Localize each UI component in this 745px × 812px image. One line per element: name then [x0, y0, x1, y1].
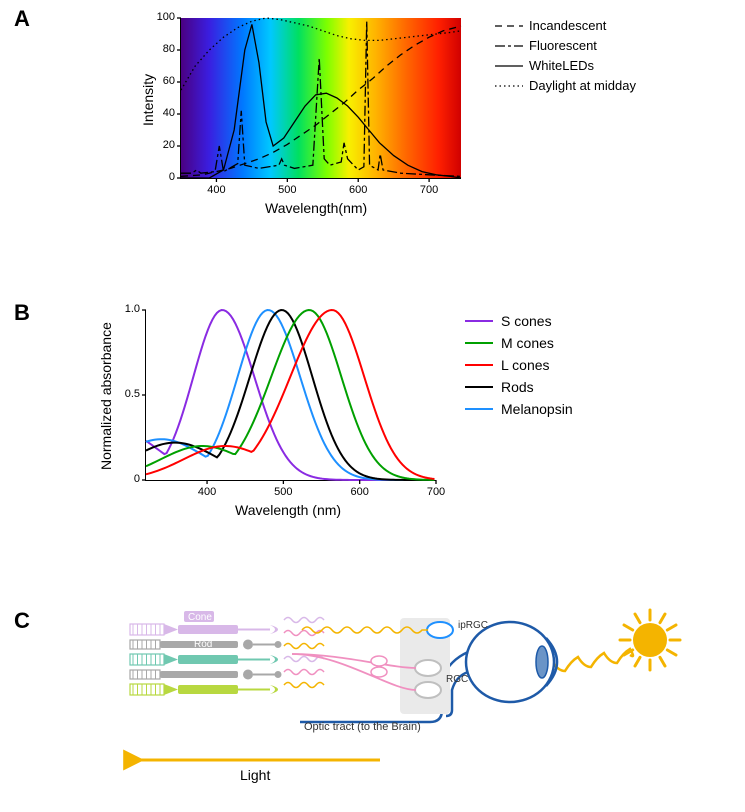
chart-a-xlabel: Wavelength(nm): [265, 200, 367, 216]
chart-b-xtick: 600: [350, 486, 368, 498]
legend-item: Rods: [465, 376, 573, 398]
legend-item: Melanopsin: [465, 398, 573, 420]
panel-c: ipRGCRGCOptic tract (to the Brain)ConeCo…: [90, 590, 690, 790]
legend-swatch: [495, 79, 523, 93]
chart-b-xtick: 700: [427, 486, 445, 498]
sun-icon: [620, 610, 680, 670]
panel-b: 00.51.0400500600700 Normalized absorbanc…: [80, 300, 450, 520]
legend-swatch: [465, 364, 493, 366]
legend-swatch: [495, 39, 523, 53]
legend-item: Daylight at midday: [495, 76, 636, 96]
legend-label: Incandescent: [529, 16, 606, 36]
series-s-cones: [146, 310, 434, 480]
figure-root: A 020406080100400500600700 Intensity Wave…: [0, 0, 745, 812]
legend-item: WhiteLEDs: [495, 56, 636, 76]
panel-b-label: B: [14, 300, 30, 326]
legend-label: M cones: [501, 332, 554, 354]
chart-b-ytick: 0.5: [110, 388, 140, 400]
chart-b-xtick: 400: [198, 486, 216, 498]
legend-swatch: [465, 320, 493, 322]
series-daylight-at-midday: [181, 18, 461, 90]
panel-a: 020406080100400500600700 Intensity Wavele…: [120, 8, 480, 218]
svg-text:RGC: RGC: [446, 674, 468, 685]
series-melanopsin: [146, 310, 434, 480]
chart-a-ytick: 100: [147, 11, 175, 23]
chart-b-ytick: 0: [110, 473, 140, 485]
chart-a-xtick: 600: [349, 184, 367, 196]
chart-a-ytick: 20: [147, 139, 175, 151]
legend-label: Rods: [501, 376, 534, 398]
chart-b-legend: S conesM conesL conesRodsMelanopsin: [465, 310, 573, 420]
photoreceptor-array: ConeConeRod: [130, 611, 282, 695]
legend-label: WhiteLEDs: [529, 56, 594, 76]
legend-swatch: [465, 386, 493, 388]
legend-item: M cones: [465, 332, 573, 354]
chart-a-xtick: 700: [420, 184, 438, 196]
chart-b-ylabel: Normalized absorbance: [98, 322, 114, 470]
chart-a-lines: [181, 18, 461, 178]
panel-c-diagram: ipRGCRGCOptic tract (to the Brain)ConeCo…: [90, 590, 690, 790]
legend-swatch: [495, 59, 523, 73]
legend-label: Daylight at midday: [529, 76, 636, 96]
series-rods: [146, 310, 434, 480]
chart-b-xtick: 500: [274, 486, 292, 498]
svg-text:Cone: Cone: [188, 612, 212, 623]
chart-b-ytick: 1.0: [110, 303, 140, 315]
legend-item: Fluorescent: [495, 36, 636, 56]
legend-swatch: [465, 342, 493, 344]
chart-a-plot: 020406080100400500600700: [180, 18, 461, 179]
series-fluorescent: [181, 21, 461, 176]
optic-tract-label: Optic tract (to the Brain): [304, 721, 421, 733]
legend-label: S cones: [501, 310, 552, 332]
chart-a-xtick: 400: [207, 184, 225, 196]
panel-c-label: C: [14, 608, 30, 634]
panel-a-label: A: [14, 6, 30, 32]
svg-text:Rod: Rod: [194, 639, 212, 650]
legend-item: S cones: [465, 310, 573, 332]
legend-swatch: [465, 408, 493, 410]
chart-a-xtick: 500: [278, 184, 296, 196]
chart-b-xlabel: Wavelength (nm): [235, 502, 341, 518]
legend-item: Incandescent: [495, 16, 636, 36]
svg-text:ipRGC: ipRGC: [458, 620, 488, 631]
legend-swatch: [495, 19, 523, 33]
legend-label: Fluorescent: [529, 36, 597, 56]
chart-b-plot: 00.51.0400500600700: [145, 310, 436, 481]
chart-a-ytick: 80: [147, 43, 175, 55]
chart-a-ytick: 0: [147, 171, 175, 183]
legend-label: L cones: [501, 354, 550, 376]
chart-a-legend: IncandescentFluorescentWhiteLEDsDaylight…: [495, 16, 636, 96]
chart-b-lines: [146, 310, 436, 480]
chart-a-ylabel: Intensity: [140, 74, 156, 126]
legend-label: Melanopsin: [501, 398, 573, 420]
series-m-cones: [146, 310, 434, 480]
legend-item: L cones: [465, 354, 573, 376]
light-arrow-label: Light: [240, 767, 270, 783]
